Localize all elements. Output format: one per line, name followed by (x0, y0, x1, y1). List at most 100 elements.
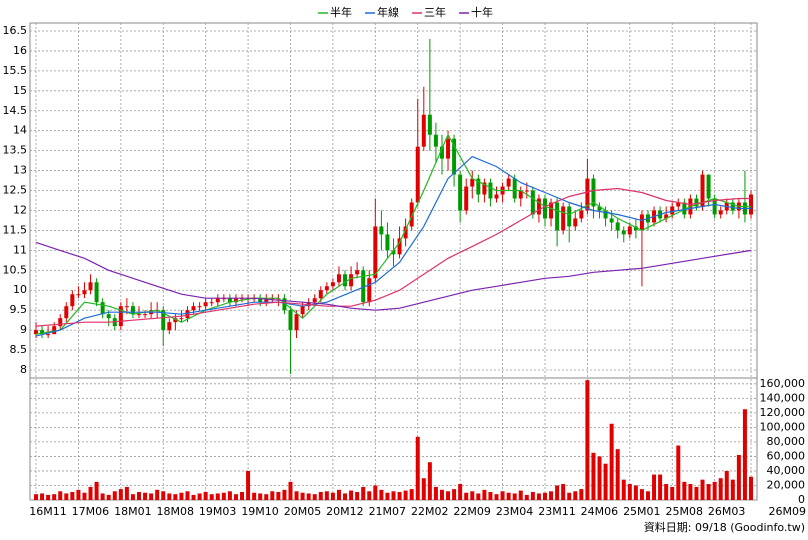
candle-body (179, 318, 184, 320)
candle-body (46, 334, 51, 336)
volume-bar (458, 484, 463, 500)
candle-body (482, 182, 487, 195)
volume-bar (439, 489, 444, 500)
volume-bar (306, 493, 311, 500)
x-tick-label: 26M03 (708, 505, 746, 518)
volume-bar (488, 492, 493, 500)
candle-body (676, 202, 681, 207)
candle-body (130, 306, 135, 315)
volume-bar (585, 380, 590, 500)
volume-bar (149, 493, 154, 500)
volume-bar (118, 489, 123, 500)
candle-body (197, 306, 202, 308)
volume-bar (621, 479, 626, 500)
volume-bar (52, 494, 57, 500)
volume-bar (524, 494, 529, 500)
volume-bar (179, 492, 184, 500)
y-tick-label: 14 (13, 124, 27, 137)
candle-body (343, 274, 348, 287)
footer: 資料日期: 09/18 (Goodinfo.tw) (644, 520, 805, 534)
x-tick-label: 25M08 (665, 505, 703, 518)
candle-body (609, 218, 614, 223)
volume-bar (652, 474, 657, 500)
volume-bar (246, 470, 251, 500)
x-tick-label: 25M01 (623, 505, 661, 518)
candle-body (464, 186, 469, 211)
candle-body (318, 290, 323, 299)
candle-body (712, 198, 717, 215)
candle-body (161, 310, 166, 331)
candle-body (355, 270, 360, 275)
ma-line (35, 187, 751, 327)
x-tick-label: 20M05 (284, 505, 322, 518)
candle-body (682, 202, 687, 215)
volume-bar (197, 493, 202, 500)
candle-body (718, 210, 723, 215)
candle-body (106, 314, 111, 319)
y-tick-label: 13 (13, 164, 27, 177)
y-tick-label: 15.5 (3, 64, 28, 77)
volume-bar (215, 493, 220, 500)
legend-label: 十年 (471, 5, 493, 19)
candle-body (349, 274, 354, 287)
volume-bar (130, 494, 135, 500)
candle-body (476, 178, 481, 195)
volume-bar (361, 486, 366, 500)
volume-bar (555, 485, 560, 500)
candle-body (458, 174, 463, 211)
candle-body (70, 294, 75, 307)
volume-bar (58, 491, 63, 500)
x-tick-label: 18M08 (156, 505, 194, 518)
y-tick-label: 13.5 (3, 144, 28, 157)
volume-bar (300, 492, 305, 500)
legend-label: 半年 (330, 5, 352, 19)
volume-bar (749, 476, 753, 500)
volume-bar (46, 494, 51, 500)
volume-bar (312, 494, 317, 500)
candle-body (203, 302, 208, 307)
volume-bar (282, 489, 287, 500)
candle-body (137, 314, 142, 316)
volume-bar (609, 423, 614, 500)
volume-bar (70, 492, 75, 500)
volume-bar (682, 481, 687, 500)
volume-bar (403, 490, 408, 500)
volume-bar (627, 484, 632, 500)
volume-bar (645, 491, 650, 500)
volume-bar (603, 463, 608, 500)
volume-bar (591, 452, 596, 500)
candle-body (124, 306, 129, 308)
volume-bar (185, 491, 190, 500)
y-tick-label: 12 (13, 203, 27, 216)
volume-bar (452, 489, 457, 500)
candle-body (542, 198, 547, 219)
candle-body (633, 226, 638, 231)
volume-bar (270, 491, 275, 500)
volume-bar (464, 492, 469, 500)
volume-bar (421, 478, 426, 500)
volume-bar (561, 484, 566, 500)
volume-bar (34, 494, 38, 500)
volume-bar (658, 474, 663, 500)
y-tick-label: 12.5 (3, 184, 28, 197)
volume-bar (155, 489, 160, 500)
volume-bar (191, 494, 196, 500)
volume-bar (718, 478, 723, 500)
y-tick-label: 10.5 (3, 263, 28, 276)
volume-bar (324, 491, 329, 500)
candle-body (488, 182, 493, 199)
candle-body (233, 298, 238, 303)
y2-tick-label: 20,000 (767, 478, 806, 491)
y2-tick-label: 60,000 (767, 449, 806, 462)
volume-bar (385, 492, 390, 500)
volume-bar (343, 493, 348, 500)
volume-bar (476, 493, 481, 500)
volume-bar (64, 493, 69, 500)
y-tick-label: 9 (20, 323, 27, 336)
volume-bar (542, 492, 547, 500)
volume-bar (391, 491, 396, 500)
volume-bar (209, 494, 214, 500)
volume-bar (373, 485, 378, 500)
candle-body (373, 226, 378, 279)
y-tick-label: 11.5 (3, 223, 28, 236)
